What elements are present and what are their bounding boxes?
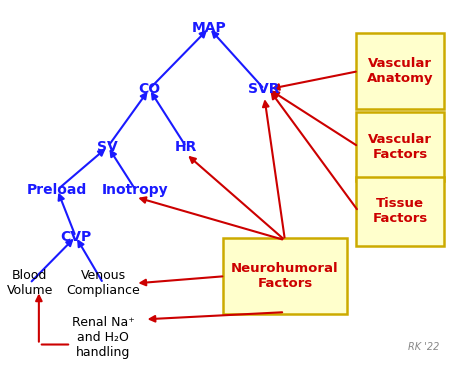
Text: Renal Na⁺
and H₂O
handling: Renal Na⁺ and H₂O handling: [72, 316, 135, 359]
Text: SV: SV: [98, 140, 118, 154]
Text: Neurohumoral
Factors: Neurohumoral Factors: [231, 262, 339, 290]
Text: Tissue
Factors: Tissue Factors: [372, 197, 428, 225]
Text: Vascular
Anatomy: Vascular Anatomy: [367, 57, 433, 85]
FancyBboxPatch shape: [356, 177, 444, 246]
Text: CO: CO: [138, 82, 160, 96]
Text: RK '22: RK '22: [408, 342, 439, 352]
Text: HR: HR: [175, 140, 197, 154]
Text: Preload: Preload: [27, 183, 87, 197]
Text: Inotropy: Inotropy: [102, 183, 169, 197]
Text: Vascular
Factors: Vascular Factors: [368, 132, 432, 161]
FancyBboxPatch shape: [356, 113, 444, 181]
Text: MAP: MAP: [191, 21, 227, 35]
Text: Blood
Volume: Blood Volume: [7, 269, 53, 297]
Text: SVR: SVR: [248, 82, 280, 96]
Text: Venous
Compliance: Venous Compliance: [66, 269, 140, 297]
Text: CVP: CVP: [60, 230, 91, 244]
FancyBboxPatch shape: [356, 33, 444, 109]
FancyBboxPatch shape: [223, 239, 347, 314]
